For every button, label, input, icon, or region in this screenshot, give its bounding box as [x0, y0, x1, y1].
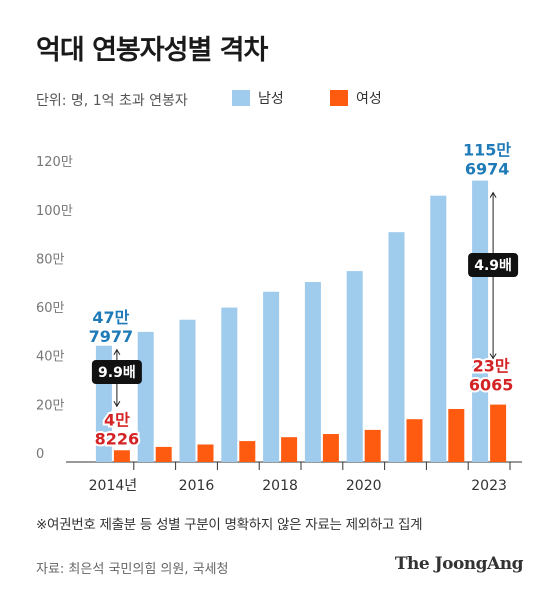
y-tick-label: 120만	[36, 155, 73, 170]
bar-female	[406, 419, 423, 462]
legend-label-female: 여성	[356, 91, 382, 107]
legend-male: 남성	[232, 88, 284, 108]
bar-male	[137, 331, 154, 462]
y-tick-label: 20만	[36, 398, 65, 413]
ratio-arrow-last-head-down	[489, 353, 497, 360]
y-tick-label: 80만	[36, 252, 65, 267]
bar-female	[239, 441, 256, 462]
y-tick-label: 60만	[36, 301, 65, 316]
ratio-arrow-first-head-down	[113, 401, 121, 408]
bar-female	[155, 446, 172, 462]
bar-female	[364, 429, 381, 462]
bar-male	[221, 307, 238, 462]
bar-male	[430, 195, 447, 463]
y-tick-label: 100만	[36, 204, 73, 219]
annotation-first-female: 8226	[95, 429, 140, 448]
legend-female: 여성	[330, 88, 382, 108]
bar-female	[448, 408, 465, 462]
ratio-arrow-first-head-up	[113, 348, 121, 356]
unit-label: 단위: 명, 1억 초과 연봉자	[36, 93, 188, 109]
ratio-last-box	[468, 253, 519, 277]
x-tick-label: 2014년	[89, 478, 138, 494]
bar-male	[179, 319, 196, 462]
x-tick-label: 2023	[471, 478, 507, 494]
annotation-last-female: 6065	[469, 376, 514, 395]
chart-title: 억대 연봉자성별 격차	[36, 35, 268, 66]
y-tick-label: 40만	[36, 350, 65, 365]
x-tick-label: 2020	[346, 478, 382, 494]
bar-female	[490, 404, 507, 462]
annotation-last-female: 23만	[473, 357, 510, 376]
legend-label-male: 남성	[258, 91, 284, 107]
source-note: 자료: 최은석 국민의힘 의원, 국세청	[36, 562, 229, 577]
x-tick-label: 2016	[179, 478, 215, 494]
annotation-first-female: 4만	[104, 410, 130, 429]
ratio-arrow-last-head-up	[489, 191, 497, 198]
ratio-first-box	[91, 360, 142, 384]
bar-female	[322, 434, 339, 462]
annotation-first-male: 7977	[89, 327, 134, 346]
bar-male	[346, 271, 363, 462]
bar-male	[304, 282, 321, 462]
bar-female	[113, 450, 130, 462]
legend-swatch-female	[330, 90, 348, 106]
annotation-last-male: 115만	[463, 141, 511, 160]
bar-male	[263, 291, 280, 462]
ratio-last-label: 4.9배	[474, 258, 512, 274]
footnote: ※여권번호 제출분 등 성별 구분이 명확하지 않은 자료는 제외하고 집계	[36, 517, 423, 533]
bar-male	[472, 180, 489, 463]
bar-male	[388, 232, 405, 462]
ratio-first-label: 9.9배	[98, 365, 136, 381]
annotation-last-male: 6974	[465, 160, 510, 179]
publisher-logo: The JoongAng	[394, 554, 524, 574]
legend-swatch-male	[232, 90, 250, 106]
annotation-first-male: 47만	[92, 308, 129, 327]
bar-female	[197, 444, 214, 462]
bar-female	[281, 437, 298, 462]
x-tick-label: 2018	[262, 478, 298, 494]
y-tick-label: 0	[36, 447, 44, 462]
